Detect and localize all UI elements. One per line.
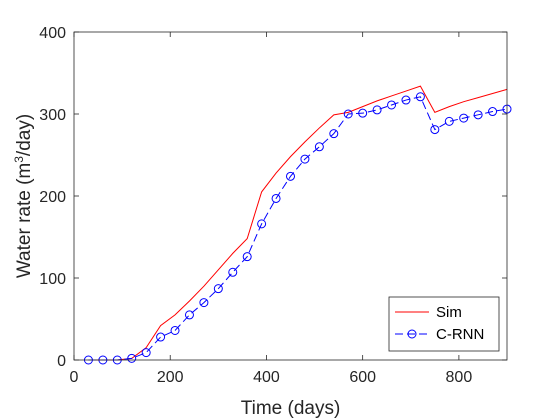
data-point-c-rnn (415, 92, 425, 102)
data-point-c-rnn (271, 193, 281, 203)
x-tick-label: 800 (446, 369, 473, 386)
data-point-c-rnn (213, 284, 223, 294)
y-axis-label: Water rate (m3/day) (12, 114, 35, 278)
legend-box (388, 296, 500, 352)
data-point-c-rnn (329, 129, 339, 139)
data-point-c-rnn (300, 154, 310, 164)
legend-crnn-label: C-RNN (436, 326, 484, 343)
x-tick-label: 200 (157, 369, 184, 386)
y-tick-label: 200 (39, 189, 66, 206)
x-tick-label: 0 (70, 369, 79, 386)
data-point-c-rnn (228, 267, 238, 277)
data-point-c-rnn (358, 108, 368, 118)
legend-sim-label: Sim (436, 304, 462, 321)
data-point-c-rnn (387, 100, 397, 110)
data-point-c-rnn (184, 310, 194, 320)
data-point-c-rnn (372, 105, 382, 115)
x-axis-label: Time (days) (241, 398, 341, 419)
series-line-c-rnn (88, 96, 508, 361)
data-point-c-rnn (430, 125, 440, 135)
data-point-c-rnn (488, 107, 498, 117)
y-tick-label: 300 (39, 107, 66, 124)
series-line-sim (88, 85, 508, 361)
data-point-c-rnn (444, 116, 454, 126)
y-tick-label: 400 (39, 25, 66, 42)
data-point-c-rnn (199, 298, 209, 308)
y-tick-label: 100 (39, 271, 66, 288)
data-point-c-rnn (127, 353, 137, 363)
legend: Sim C-RNN (388, 296, 500, 352)
data-point-c-rnn (170, 325, 180, 335)
legend-crnn-marker (407, 329, 417, 339)
x-tick-label: 600 (349, 369, 376, 386)
data-point-c-rnn (401, 95, 411, 105)
data-point-c-rnn (343, 109, 353, 119)
data-point-c-rnn (473, 110, 483, 120)
data-point-c-rnn (141, 348, 151, 358)
data-point-c-rnn (257, 219, 267, 229)
x-tick-label: 400 (253, 369, 280, 386)
data-point-c-rnn (242, 252, 252, 262)
data-point-c-rnn (314, 142, 324, 152)
y-tick-label: 0 (57, 353, 66, 370)
data-point-c-rnn (156, 332, 166, 342)
data-point-c-rnn (286, 171, 295, 181)
data-point-c-rnn (459, 113, 469, 123)
